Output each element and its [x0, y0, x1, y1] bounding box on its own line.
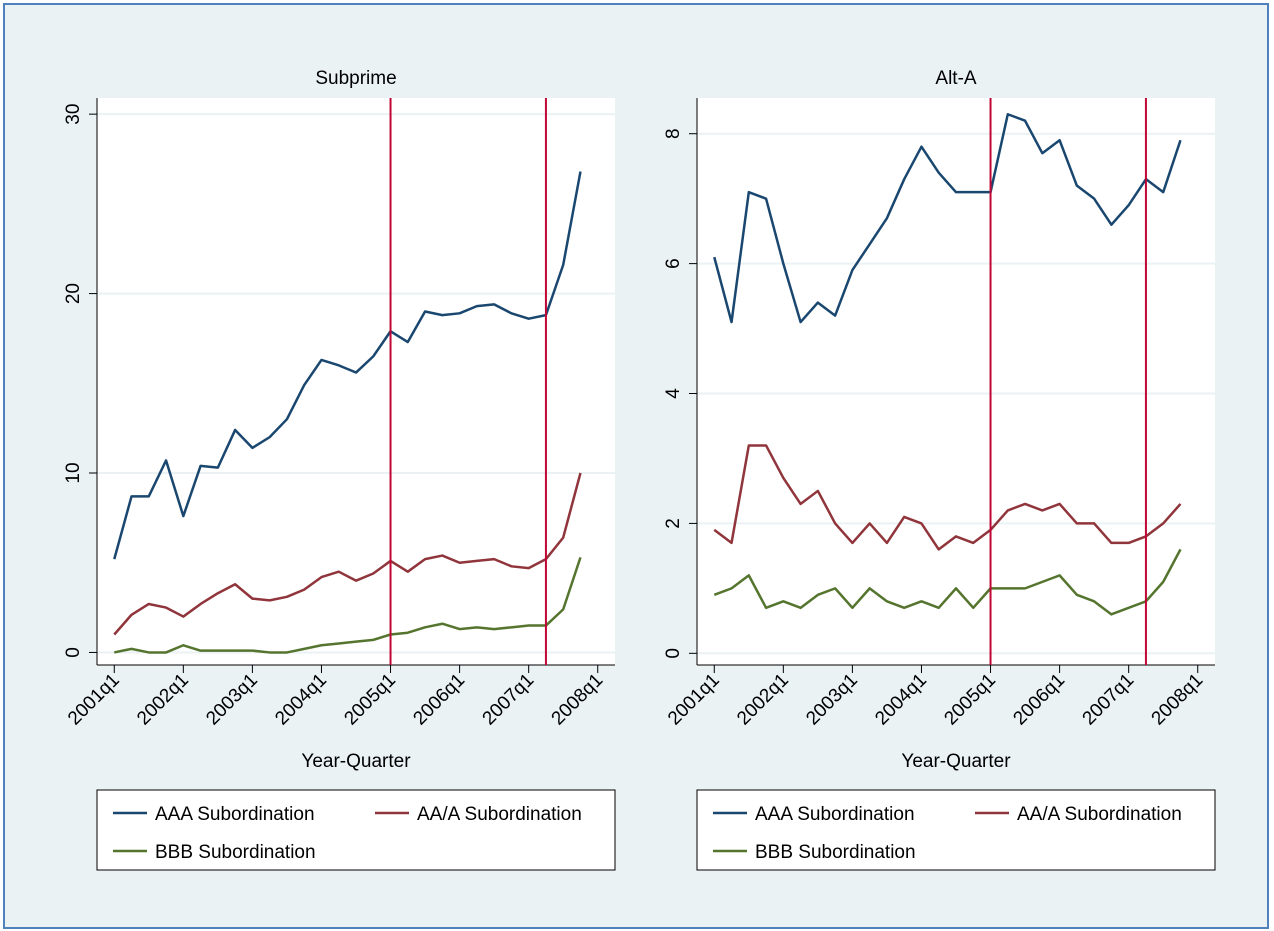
series-line [113, 472, 582, 636]
y-tick-label: 8 [663, 128, 684, 139]
series-line [713, 548, 1182, 616]
plot-area [97, 98, 615, 665]
legend-label: AAA Subordination [155, 804, 315, 825]
y-tick-label: 4 [663, 388, 684, 399]
y-tick-label: 10 [63, 462, 84, 483]
legend-label: BBB Subordination [155, 842, 316, 863]
y-tick-label: 30 [63, 104, 84, 125]
x-axis-label: Year-Quarter [301, 751, 411, 772]
series-line [113, 171, 582, 560]
legend-label: AA/A Subordination [417, 804, 582, 825]
y-tick-label: 6 [663, 258, 684, 269]
y-tick-label: 0 [63, 647, 84, 658]
legend-box [696, 789, 1216, 871]
legend-box [96, 789, 616, 871]
y-tick-label: 2 [663, 518, 684, 529]
series-line [713, 112, 1182, 324]
legend-label: AAA Subordination [755, 804, 915, 825]
y-tick-label: 0 [663, 648, 684, 659]
series-line [713, 444, 1182, 551]
chart-title: Subprime [315, 68, 396, 89]
series-line [114, 556, 582, 654]
chart-title: Alt-A [935, 68, 977, 89]
legend-label: AA/A Subordination [1017, 804, 1182, 825]
plot-area [697, 98, 1215, 665]
x-axis-label: Year-Quarter [901, 751, 1011, 772]
y-tick-label: 20 [63, 283, 84, 304]
legend-label: BBB Subordination [755, 842, 916, 863]
